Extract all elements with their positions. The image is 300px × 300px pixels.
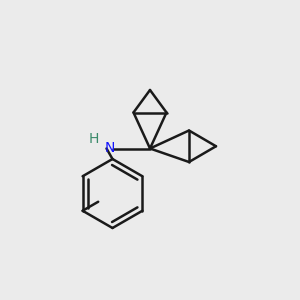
Text: N: N (105, 142, 116, 155)
Text: H: H (88, 132, 99, 146)
